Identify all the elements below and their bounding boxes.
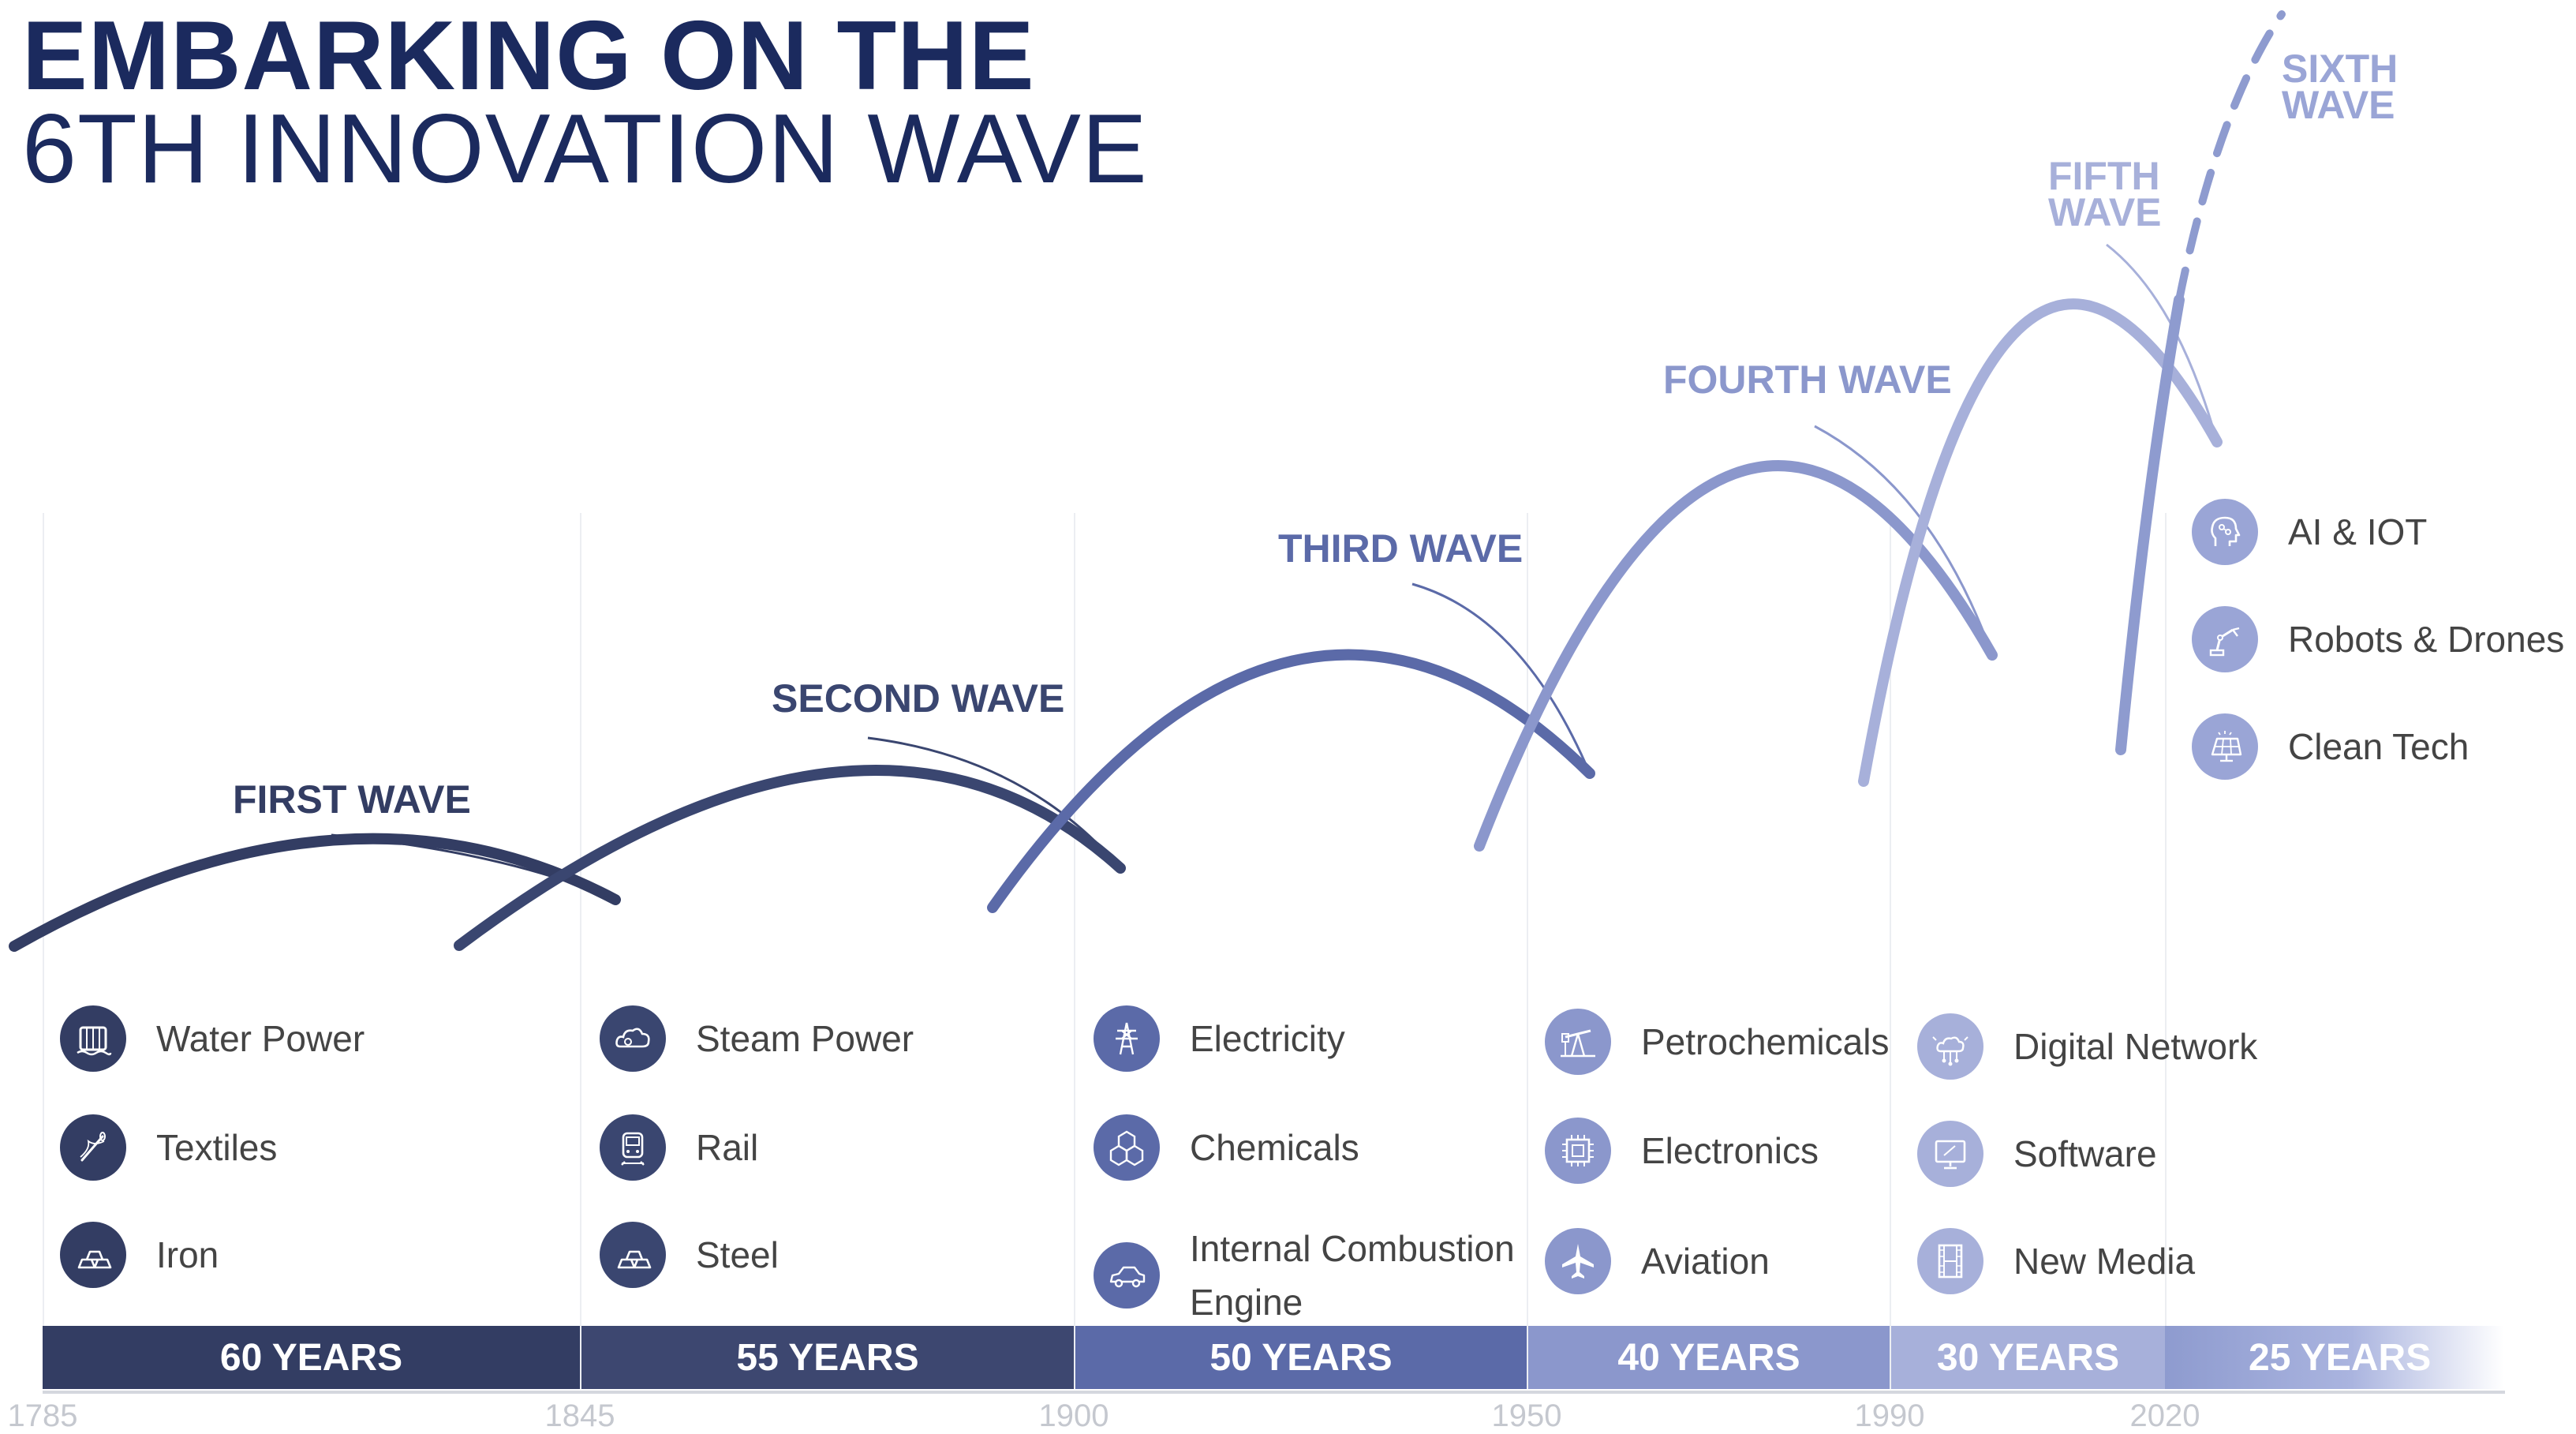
tech-label: Digital Network <box>2013 1026 2258 1067</box>
fourth-wave-tail <box>1814 425 1994 656</box>
tech-digital-network: Digital Network <box>1917 1013 2257 1080</box>
duration-bar-fifth-wave: 30 YEARS <box>1891 1326 2165 1389</box>
fourth-wave-curve <box>1474 460 1998 852</box>
tech-label: Electricity <box>1190 1018 1345 1059</box>
sixth-wave-label-text: SIXTH WAVE <box>2282 47 2398 127</box>
tech-label: Steel <box>696 1234 779 1275</box>
car-icon <box>1094 1242 1160 1309</box>
third-wave-curve <box>987 649 1595 913</box>
year-label-1845: 1845 <box>544 1398 615 1433</box>
power-pylon-icon <box>1094 1005 1160 1072</box>
period-divider <box>2165 513 2167 1389</box>
tech-ai-iot: AI & IOT <box>2192 499 2427 565</box>
third-wave-label: THIRD WAVE <box>1278 526 1524 571</box>
tech-label: Iron <box>156 1234 219 1275</box>
tech-software: Software <box>1917 1121 2157 1187</box>
tech-electronics: Electronics <box>1545 1118 1819 1184</box>
year-label-1990: 1990 <box>1854 1398 1925 1433</box>
tech-new-media: New Media <box>1917 1228 2195 1294</box>
tech-label: Textiles <box>156 1127 278 1168</box>
tech-label: Clean Tech <box>2288 726 2469 767</box>
film-strip-icon <box>1917 1228 1983 1294</box>
solar-panel-icon <box>2192 713 2258 780</box>
tech-electricity: Electricity <box>1094 1005 1345 1072</box>
tech-aviation: Aviation <box>1545 1228 1770 1294</box>
tech-chemicals: Chemicals <box>1094 1114 1359 1181</box>
year-label-1785: 1785 <box>7 1398 78 1433</box>
year-label-2020: 2020 <box>2129 1398 2200 1433</box>
second-wave-label: SECOND WAVE <box>772 676 1065 721</box>
tech-label: Software <box>2013 1133 2157 1174</box>
train-icon <box>600 1114 666 1181</box>
second-wave-curve <box>454 765 1126 951</box>
tech-label: Internal Combustion Engine <box>1190 1228 1515 1323</box>
tech-steam-power: Steam Power <box>600 1005 914 1072</box>
sixth-wave-dashed <box>2175 10 2286 304</box>
hexagon-molecule-icon <box>1094 1114 1160 1181</box>
first-wave-label: FIRST WAVE <box>233 777 471 822</box>
tech-label: Steam Power <box>696 1018 914 1059</box>
steel-ingots-icon <box>600 1222 666 1288</box>
iron-ingots-icon <box>60 1222 126 1288</box>
network-cloud-icon <box>1917 1013 1983 1080</box>
period-divider <box>1527 513 1528 1389</box>
tech-label: Water Power <box>156 1018 365 1059</box>
fifth-wave-curve <box>1858 298 2223 787</box>
tech-label: Electronics <box>1641 1130 1819 1171</box>
needle-icon <box>60 1114 126 1181</box>
tech-label: Petrochemicals <box>1641 1021 1890 1062</box>
tech-rail: Rail <box>600 1114 758 1181</box>
period-divider <box>1074 513 1075 1389</box>
water-wheel-icon <box>60 1005 126 1072</box>
duration-bar-third-wave: 50 YEARS <box>1075 1326 1527 1389</box>
year-label-1950: 1950 <box>1491 1398 1562 1433</box>
tech-label: Chemicals <box>1190 1127 1359 1168</box>
duration-bar-fourth-wave: 40 YEARS <box>1528 1326 1890 1389</box>
fifth-wave-tail <box>2106 243 2219 443</box>
fifth-wave-label-text: FIFTH WAVE <box>2048 154 2162 234</box>
tech-textiles: Textiles <box>60 1114 277 1181</box>
tech-clean-tech: Clean Tech <box>2192 713 2469 780</box>
period-divider <box>43 513 44 1389</box>
duration-bar-sixth-wave: 25 YEARS <box>2249 1336 2432 1379</box>
timeline-fade-segment <box>2165 1326 2504 1389</box>
first-wave-curve <box>9 833 621 952</box>
tech-label: New Media <box>2013 1241 2196 1282</box>
first-wave-tail <box>331 833 616 901</box>
period-divider <box>580 513 581 1389</box>
title-line-1: EMBARKING ON THE <box>22 2 1035 110</box>
title-line-2: 6TH INNOVATION WAVE <box>22 95 1148 204</box>
robot-arm-icon <box>2192 606 2258 672</box>
oil-pump-icon <box>1545 1009 1611 1075</box>
tech-steel: Steel <box>600 1222 779 1288</box>
duration-bar-first-wave: 60 YEARS <box>43 1326 580 1389</box>
third-wave-tail <box>1411 582 1591 774</box>
tech-internal-combustion-engine: Internal Combustion Engine <box>1094 1222 1537 1329</box>
tech-label: AI & IOT <box>2288 511 2428 552</box>
sixth-wave-curve <box>2115 294 2185 755</box>
tech-iron: Iron <box>60 1222 219 1288</box>
tech-label: Rail <box>696 1127 759 1168</box>
tech-label: Robots & Drones <box>2288 619 2565 660</box>
fourth-wave-label: FOURTH WAVE <box>1663 358 1952 402</box>
monitor-icon <box>1917 1121 1983 1187</box>
period-divider <box>1890 513 1891 1389</box>
tech-petrochemicals: Petrochemicals <box>1545 1009 1889 1075</box>
second-wave-tail <box>867 736 1122 869</box>
ai-head-icon <box>2192 499 2258 565</box>
airplane-icon <box>1545 1228 1611 1294</box>
tech-robots-drones: Robots & Drones <box>2192 606 2564 672</box>
microchip-icon <box>1545 1118 1611 1184</box>
tech-water-power: Water Power <box>60 1005 365 1072</box>
steam-cloud-icon <box>600 1005 666 1072</box>
year-label-1900: 1900 <box>1038 1398 1109 1433</box>
tech-label: Aviation <box>1641 1241 1770 1282</box>
duration-bar-second-wave: 55 YEARS <box>581 1326 1074 1389</box>
